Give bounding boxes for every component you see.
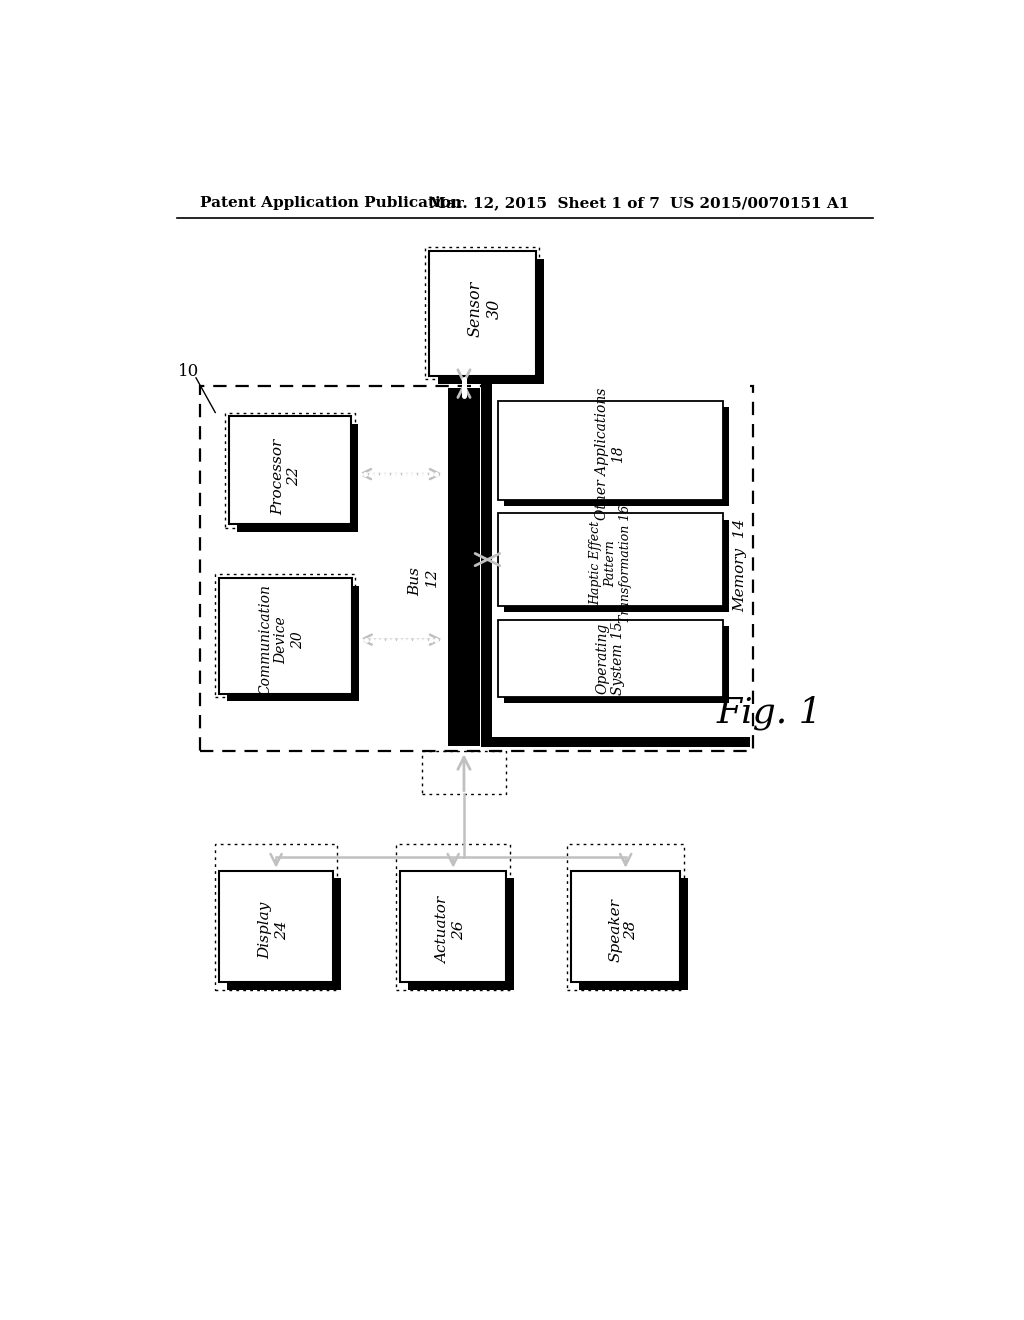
Text: Display
24: Display 24 [259,902,289,960]
Bar [226,878,341,990]
Bar [425,247,540,379]
Text: 10: 10 [178,363,199,380]
Bar [215,574,355,697]
Bar [571,871,680,982]
Text: Haptic Effect
Pattern
Transformation 16: Haptic Effect Pattern Transformation 16 [589,504,632,623]
Text: Fig. 1: Fig. 1 [717,696,822,730]
Bar [504,407,729,506]
Bar [400,871,506,982]
Text: Actuator
26: Actuator 26 [436,896,466,964]
Bar [237,424,358,532]
Bar [498,619,723,697]
Bar [481,384,751,747]
Text: Mar. 12, 2015  Sheet 1 of 7: Mar. 12, 2015 Sheet 1 of 7 [429,197,660,210]
Text: Processor
22: Processor 22 [271,438,301,515]
Bar [226,586,359,701]
Bar [567,843,684,990]
Bar [504,520,729,612]
Bar [504,626,729,702]
Bar [225,412,354,528]
Bar [579,878,688,990]
Bar [498,513,723,606]
Text: Operating
System 15: Operating System 15 [595,622,626,694]
Bar [408,878,514,990]
Text: Bus
12: Bus 12 [409,568,438,597]
Bar [447,388,480,746]
Bar [229,416,351,524]
Text: Communication
Device
20: Communication Device 20 [258,585,305,696]
Text: Speaker
28: Speaker 28 [608,899,638,962]
Bar [498,401,723,499]
Text: Patent Application Publication: Patent Application Publication [200,197,462,210]
Bar [200,385,753,751]
Text: Memory  14: Memory 14 [733,519,748,612]
Text: Sensor
30: Sensor 30 [467,281,503,338]
Bar [429,251,536,376]
Bar [215,843,337,990]
Bar [422,751,506,793]
Bar [219,578,351,693]
Text: Other Applications
18: Other Applications 18 [595,388,626,520]
Text: US 2015/0070151 A1: US 2015/0070151 A1 [670,197,849,210]
Bar [492,384,751,737]
Bar [438,259,544,384]
Bar [219,871,333,982]
Bar [396,843,510,990]
